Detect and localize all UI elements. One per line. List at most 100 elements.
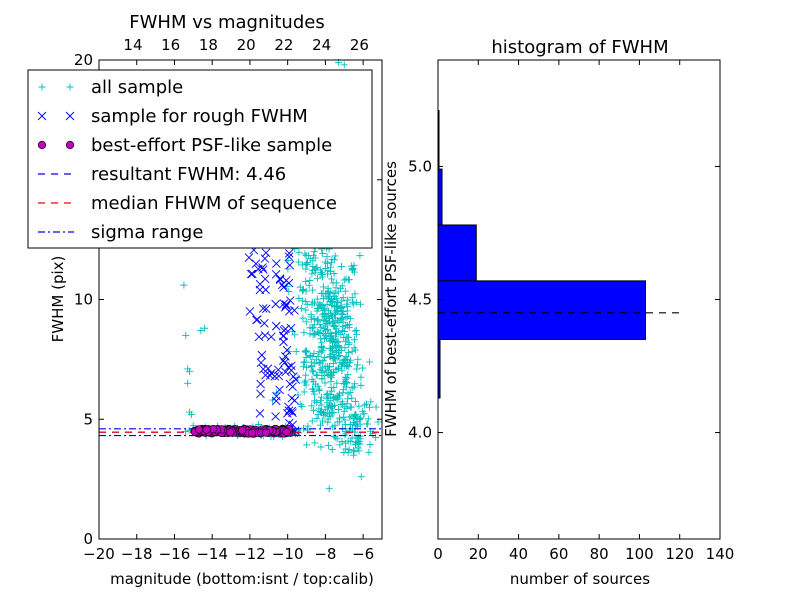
rough-sample-point xyxy=(281,301,291,310)
all-sample-point xyxy=(329,319,337,327)
all-sample-point xyxy=(343,358,351,366)
all-sample-point xyxy=(326,362,334,370)
legend-plus-icon xyxy=(66,83,74,91)
all-sample-point xyxy=(321,316,329,324)
legend-label: all sample xyxy=(91,77,183,98)
rough-sample-point xyxy=(246,269,256,279)
histogram-plot-layer xyxy=(437,110,680,399)
all-sample-point xyxy=(362,400,370,408)
all-sample-point xyxy=(334,352,342,360)
all-sample-point xyxy=(330,368,338,376)
all-sample-point xyxy=(310,406,318,414)
rough-sample-point xyxy=(282,345,292,355)
all-sample-point xyxy=(312,380,320,388)
x-tick-label: −20 xyxy=(83,545,115,563)
all-sample-point xyxy=(313,415,321,423)
all-sample-point xyxy=(300,388,308,396)
all-sample-point xyxy=(346,315,354,323)
rough-sample-point xyxy=(272,259,281,268)
rough-sample-point xyxy=(271,299,280,309)
legend-label: best-effort PSF-like sample xyxy=(91,135,332,156)
all-sample-point xyxy=(313,274,321,282)
rough-sample-point xyxy=(279,283,288,292)
all-sample-point xyxy=(323,391,331,399)
rough-sample-point xyxy=(259,318,269,328)
y-tick-label: 20 xyxy=(74,51,93,69)
all-sample-point xyxy=(364,415,372,423)
rough-sample-point xyxy=(288,382,297,391)
top-x-tick-label: 20 xyxy=(237,36,256,54)
all-sample-point xyxy=(317,421,325,429)
psf-sample-point xyxy=(247,429,257,438)
rough-sample-point xyxy=(284,248,294,258)
all-sample-point xyxy=(313,295,321,303)
rough-sample-point xyxy=(256,379,265,389)
all-sample-point xyxy=(309,368,317,376)
all-sample-point xyxy=(351,327,359,335)
all-sample-point xyxy=(351,410,359,418)
all-sample-point xyxy=(354,355,362,363)
all-sample-point xyxy=(328,275,336,283)
all-sample-point xyxy=(295,258,303,266)
all-sample-point xyxy=(353,330,361,338)
all-sample-point xyxy=(324,415,332,423)
all-sample-point xyxy=(361,401,369,409)
legend-entry: best-effort PSF-like sample xyxy=(37,135,332,156)
rough-sample-point xyxy=(272,392,281,401)
all-sample-point xyxy=(319,330,327,338)
all-sample-point xyxy=(318,270,326,278)
rough-sample-point xyxy=(261,304,271,314)
all-sample-point xyxy=(301,348,309,356)
rough-sample-point xyxy=(260,254,270,263)
rough-sample-point xyxy=(284,278,294,288)
all-sample-point xyxy=(330,302,338,310)
all-sample-point xyxy=(351,380,359,388)
all-sample-point xyxy=(352,421,360,429)
rough-sample-point xyxy=(288,408,297,418)
all-sample-point xyxy=(311,330,319,338)
all-sample-point xyxy=(350,383,358,391)
all-sample-point xyxy=(372,403,380,411)
all-sample-point xyxy=(348,262,356,270)
all-sample-point xyxy=(348,294,356,302)
rough-sample-point xyxy=(275,385,284,395)
all-sample-point xyxy=(327,329,335,337)
histogram-bar xyxy=(437,168,443,226)
legend-circle-icon xyxy=(65,140,75,150)
all-sample-point xyxy=(303,261,311,269)
histogram-title: histogram of FWHM xyxy=(491,37,668,58)
all-sample-point xyxy=(336,441,344,449)
all-sample-point xyxy=(344,296,352,304)
all-sample-point xyxy=(367,398,375,406)
rough-sample-point xyxy=(252,315,261,325)
legend-entry: resultant FWHM: 4.46 xyxy=(38,164,286,185)
all-sample-point xyxy=(354,433,362,441)
all-sample-point xyxy=(332,328,340,336)
all-sample-point xyxy=(318,364,326,372)
all-sample-point xyxy=(308,402,316,410)
x-tick-label: −10 xyxy=(272,545,304,563)
rough-sample-point xyxy=(255,409,265,418)
all-sample-point xyxy=(304,422,312,430)
rough-sample-point xyxy=(256,358,266,368)
all-sample-point xyxy=(315,304,323,312)
all-sample-point xyxy=(332,307,340,315)
all-sample-point xyxy=(365,448,373,456)
all-sample-point xyxy=(326,352,334,360)
rough-sample-point xyxy=(284,363,293,372)
x-tick-label: 60 xyxy=(549,545,568,563)
all-sample-point xyxy=(338,398,346,406)
all-sample-point xyxy=(315,328,323,336)
rough-sample-point xyxy=(244,253,254,262)
all-sample-point xyxy=(339,322,347,330)
all-sample-point xyxy=(309,324,317,332)
rough-sample-point xyxy=(273,365,283,375)
all-sample-point xyxy=(337,331,345,339)
all-sample-point xyxy=(348,394,356,402)
x-tick-label: 100 xyxy=(625,545,654,563)
all-sample-point xyxy=(325,485,333,493)
all-sample-point xyxy=(339,389,347,397)
all-sample-point xyxy=(313,305,321,313)
all-sample-point xyxy=(302,287,310,295)
